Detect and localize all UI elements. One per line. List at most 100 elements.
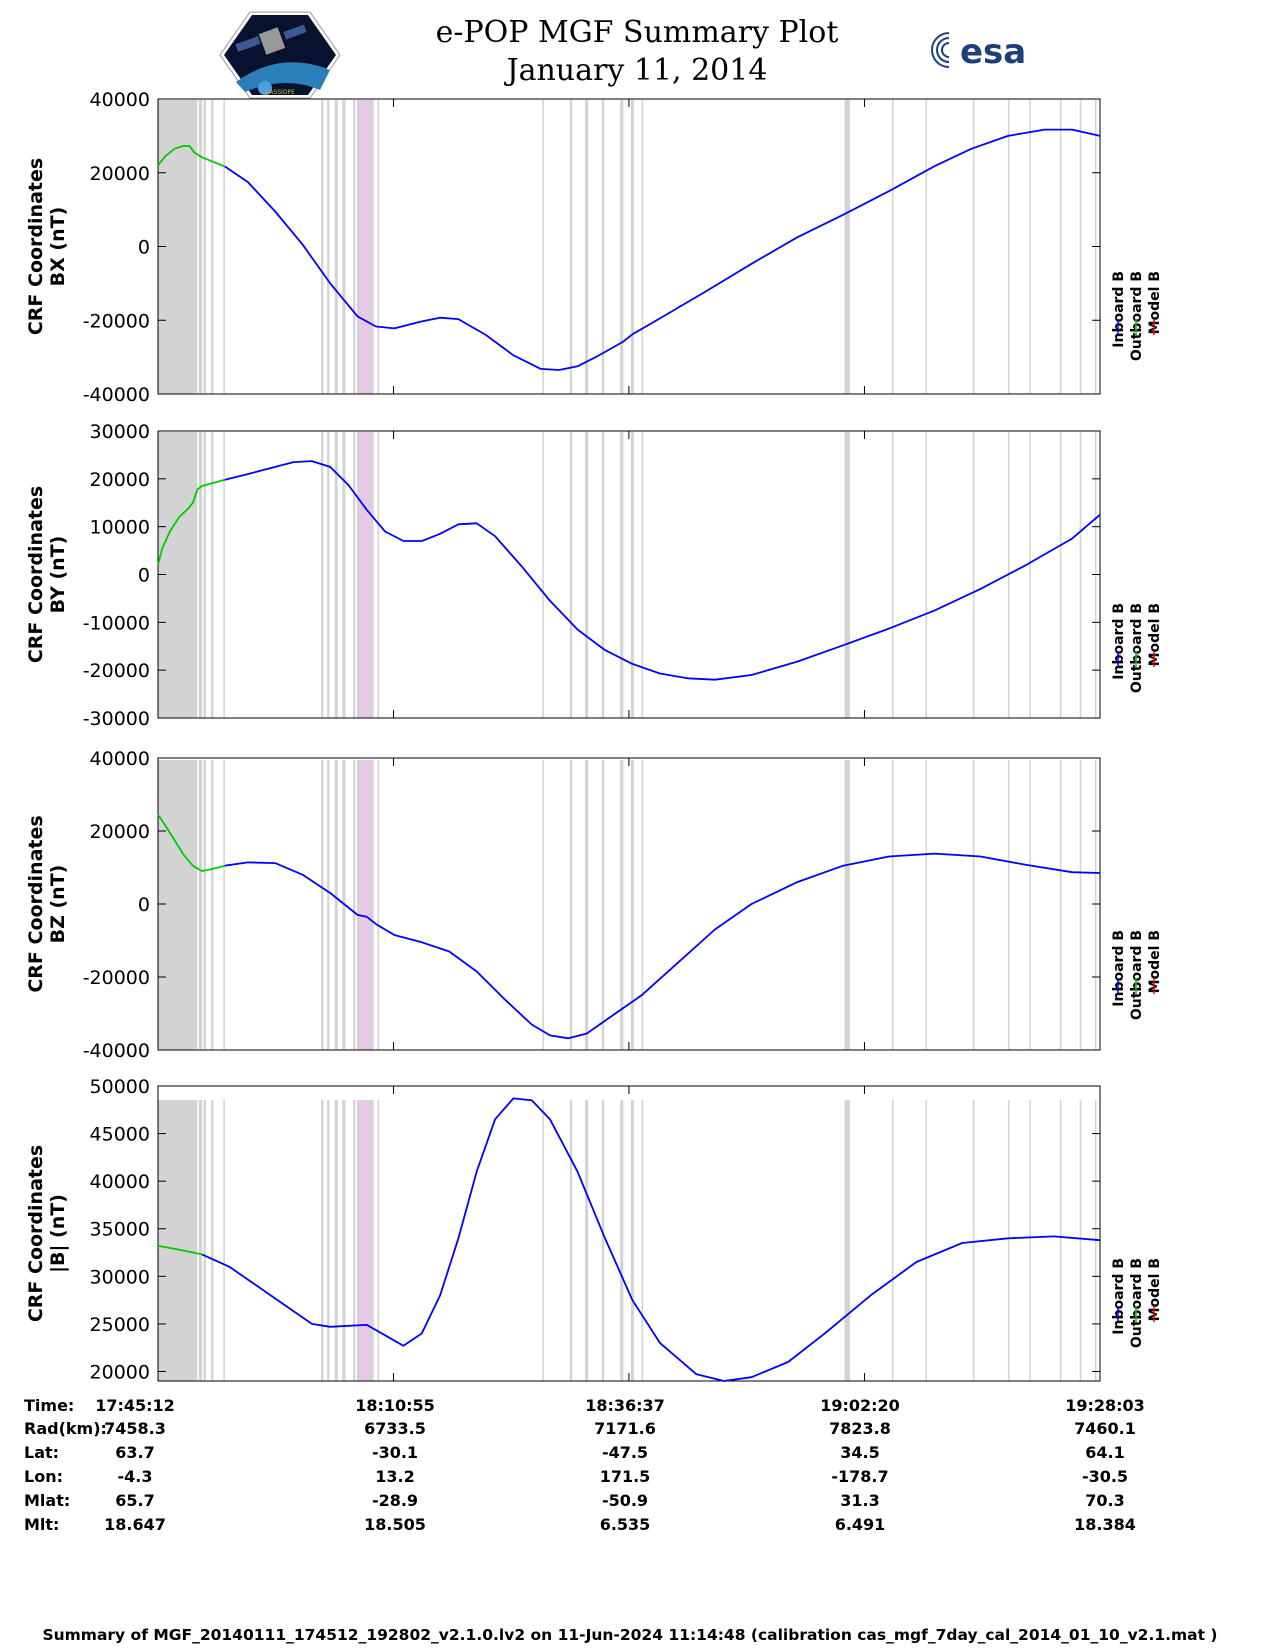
shade-interval xyxy=(334,432,338,718)
y-axis-label: CRF Coordinates xyxy=(25,815,47,992)
table-cell: -30.1 xyxy=(372,1443,418,1462)
axes-box xyxy=(157,757,1101,1051)
shade-interval xyxy=(569,432,573,718)
legend-label: Outboard B xyxy=(1129,271,1145,361)
legend-label: Model B xyxy=(1147,603,1163,666)
table-cell: 13.2 xyxy=(375,1467,414,1486)
chart-title: e-POP MGF Summary Plot xyxy=(436,15,839,50)
table-cell: -178.7 xyxy=(831,1467,888,1486)
shade-interval xyxy=(630,1100,634,1381)
shade-interval xyxy=(601,1100,605,1381)
shade-interval xyxy=(620,100,624,394)
table-cell: 34.5 xyxy=(840,1443,879,1462)
y-tick-label: 30000 xyxy=(90,421,150,443)
legend-label: Inboard B xyxy=(1111,271,1127,348)
y-tick-label: -20000 xyxy=(83,660,150,682)
shade-interval xyxy=(641,432,644,718)
shade-interval xyxy=(1029,760,1031,1050)
table-cell: 6.535 xyxy=(600,1515,651,1534)
table-cell: 31.3 xyxy=(840,1491,879,1510)
y-tick-label: 35000 xyxy=(90,1219,150,1241)
y-axis-label: BY (nT) xyxy=(47,536,69,614)
shade-interval xyxy=(353,760,356,1050)
axes-box xyxy=(157,1085,1101,1382)
shade-interval xyxy=(601,432,605,718)
legend: Inboard B Outboard B Model B xyxy=(1111,930,1163,1020)
y-tick-label: -40000 xyxy=(83,384,150,406)
table-cell: 19:28:03 xyxy=(1065,1396,1145,1415)
table-cell: 18:36:37 xyxy=(585,1396,665,1415)
axes-box xyxy=(157,430,1101,719)
table-cell: -28.9 xyxy=(372,1491,418,1510)
shade-interval xyxy=(844,1100,850,1381)
shade-interval xyxy=(972,100,975,394)
shade-interval-pink xyxy=(356,760,374,1050)
shade-interval xyxy=(357,432,360,718)
y-tick-label: 20000 xyxy=(90,821,150,843)
shade-interval xyxy=(542,100,544,394)
shade-interval xyxy=(1007,1100,1010,1381)
legend-label: Outboard B xyxy=(1129,603,1145,693)
shade-interval xyxy=(211,1100,214,1381)
table-cell: -4.3 xyxy=(118,1467,153,1486)
shade-interval xyxy=(203,100,206,394)
y-axis-label: BZ (nT) xyxy=(47,865,69,944)
panel-3: -40000 -20000 0 20000 40000 CRF Coordinates BZ… xyxy=(25,748,1163,1062)
shade-interval xyxy=(327,432,330,718)
axes-box xyxy=(157,98,1101,395)
table-cell: 6.491 xyxy=(835,1515,886,1534)
shade-interval xyxy=(542,1100,544,1381)
y-tick-label: 0 xyxy=(138,565,150,587)
shade-interval xyxy=(203,432,206,718)
shade-interval xyxy=(620,760,624,1050)
shade-interval xyxy=(211,100,214,394)
shade-interval xyxy=(357,760,360,1050)
shade-interval xyxy=(158,1100,198,1381)
shade-interval xyxy=(223,100,225,394)
shade-interval xyxy=(1029,1100,1031,1381)
y-tick-label: -30000 xyxy=(83,708,150,730)
shade-interval xyxy=(223,432,225,718)
y-tick-label: -40000 xyxy=(83,1040,150,1062)
table-cell: 7171.6 xyxy=(594,1419,656,1438)
series-line-inboard-b xyxy=(224,128,1101,371)
panel-4: 20000 25000 30000 35000 40000 45000 50000 CRF C… xyxy=(25,1076,1163,1383)
esa-logo-text: esa xyxy=(960,32,1026,72)
legend: Inboard B Outboard B Model B xyxy=(1111,603,1163,693)
shade-interval xyxy=(1007,100,1010,394)
y-tick-label: 45000 xyxy=(90,1124,150,1146)
table-cell: 7823.8 xyxy=(829,1419,891,1438)
shade-interval xyxy=(1059,432,1062,718)
table-cell: 64.1 xyxy=(1085,1443,1124,1462)
y-axis-label: CRF Coordinates xyxy=(25,158,47,335)
shade-interval xyxy=(891,100,894,394)
shade-interval xyxy=(925,432,928,718)
shade-interval xyxy=(542,760,544,1050)
shade-interval xyxy=(1059,100,1062,394)
legend-label: Outboard B xyxy=(1129,930,1145,1020)
y-tick-label: 10000 xyxy=(90,517,150,539)
shade-interval xyxy=(620,1100,624,1381)
shade-interval xyxy=(223,1100,225,1381)
table-cell: 18.384 xyxy=(1074,1515,1136,1534)
shade-interval xyxy=(327,100,330,394)
shade-interval xyxy=(925,100,928,394)
shade-interval xyxy=(601,760,605,1050)
shade-interval xyxy=(327,760,330,1050)
y-tick-label: 0 xyxy=(138,894,150,916)
shade-interval xyxy=(203,1100,206,1381)
table-cell: -50.9 xyxy=(602,1491,648,1510)
table-row-label: Lat: xyxy=(24,1443,59,1462)
shade-interval-pink xyxy=(356,100,374,394)
shade-interval xyxy=(357,100,360,394)
shade-interval xyxy=(369,100,372,394)
series-line-inboard-b xyxy=(224,852,1101,1040)
shade-interval xyxy=(1079,1100,1082,1381)
shade-interval xyxy=(198,432,202,718)
shade-interval xyxy=(353,1100,356,1381)
table-cell: 19:02:20 xyxy=(820,1396,900,1415)
table-cell: 171.5 xyxy=(600,1467,651,1486)
shade-interval xyxy=(585,432,589,718)
shade-interval xyxy=(369,432,372,718)
series-line-outboard-b xyxy=(157,814,226,872)
